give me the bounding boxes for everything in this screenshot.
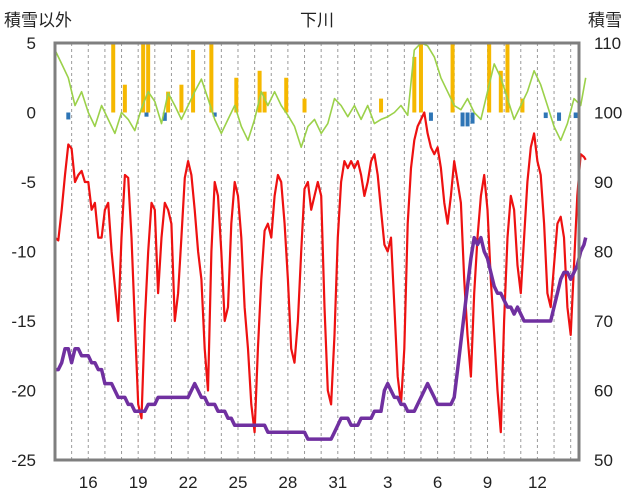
left-axis-title: 積雪以外: [4, 11, 72, 30]
y-right-tick-label: 80: [594, 243, 613, 262]
negative-bar: [557, 112, 562, 121]
precipitation-bar: [262, 91, 267, 113]
negative-bar: [212, 112, 217, 117]
precipitation-bar: [498, 70, 503, 113]
y-left-tick-label: -15: [11, 312, 36, 331]
precipitation-bar: [450, 43, 455, 113]
x-tick-label: 6: [433, 473, 442, 492]
precipitation-bar: [257, 70, 262, 113]
y-left-tick-label: 0: [27, 104, 36, 123]
bar-layer: [66, 43, 578, 127]
negative-bar: [465, 112, 470, 127]
precipitation-bar: [191, 49, 196, 113]
x-tick-label: 28: [278, 473, 297, 492]
y-right-tick-label: 100: [594, 104, 622, 123]
chart-title: 下川: [300, 11, 334, 30]
series-lines: [54, 42, 588, 441]
x-tick-label: 16: [79, 473, 98, 492]
right-axis-title: 積雪: [588, 11, 622, 30]
precipitation-bar: [146, 43, 151, 113]
y-right-tick-label: 110: [594, 34, 621, 53]
x-tick-label: 31: [328, 473, 347, 492]
negative-bar: [543, 112, 548, 119]
x-tick-label: 19: [129, 473, 148, 492]
precipitation-bar: [234, 77, 239, 113]
y-right-tick-label: 60: [594, 382, 613, 401]
negative-bar: [428, 112, 433, 121]
y-right-tick-label: 70: [594, 312, 613, 331]
precipitation-bar: [487, 43, 492, 113]
y-left-tick-label: -25: [11, 451, 36, 470]
precipitation-bar: [302, 98, 307, 113]
tick-labels: 5 110 0 100 -5 90 -10 80 -15 70 -20 60 -25 50 16 19 22 25…: [11, 34, 622, 492]
precipitation-bar: [166, 91, 171, 113]
precipitation-bar: [122, 84, 127, 113]
negative-bar: [573, 112, 578, 119]
x-tick-label: 3: [383, 473, 392, 492]
sunshine-line: [54, 42, 587, 149]
x-tick-label: 12: [528, 473, 547, 492]
y-right-tick-label: 50: [594, 451, 613, 470]
precipitation-bar: [418, 43, 423, 113]
temperature-line: [54, 111, 587, 434]
plot-area-border: [53, 41, 581, 462]
negative-bar: [162, 112, 167, 121]
y-right-tick-label: 90: [594, 173, 613, 192]
precipitation-bar: [505, 43, 510, 113]
y-left-tick-label: -5: [21, 173, 36, 192]
snow-depth-line: [55, 235, 588, 441]
negative-bar: [470, 112, 475, 124]
precipitation-bar: [111, 43, 116, 113]
precipitation-bar: [284, 77, 289, 113]
y-left-tick-label: -20: [11, 382, 36, 401]
y-left-tick-label: -10: [11, 243, 36, 262]
x-tick-label: 22: [179, 473, 198, 492]
negative-bar: [460, 112, 465, 127]
precipitation-bar: [141, 43, 146, 113]
precipitation-bar: [209, 43, 214, 113]
negative-bar: [144, 112, 149, 117]
negative-bar: [66, 112, 71, 120]
x-tick-label: 9: [483, 473, 492, 492]
precipitation-bar: [379, 98, 384, 113]
precipitation-bar: [520, 98, 525, 113]
y-left-tick-label: 5: [27, 34, 36, 53]
precipitation-bar: [412, 56, 417, 113]
precipitation-bar: [179, 84, 184, 113]
x-tick-label: 25: [229, 473, 248, 492]
